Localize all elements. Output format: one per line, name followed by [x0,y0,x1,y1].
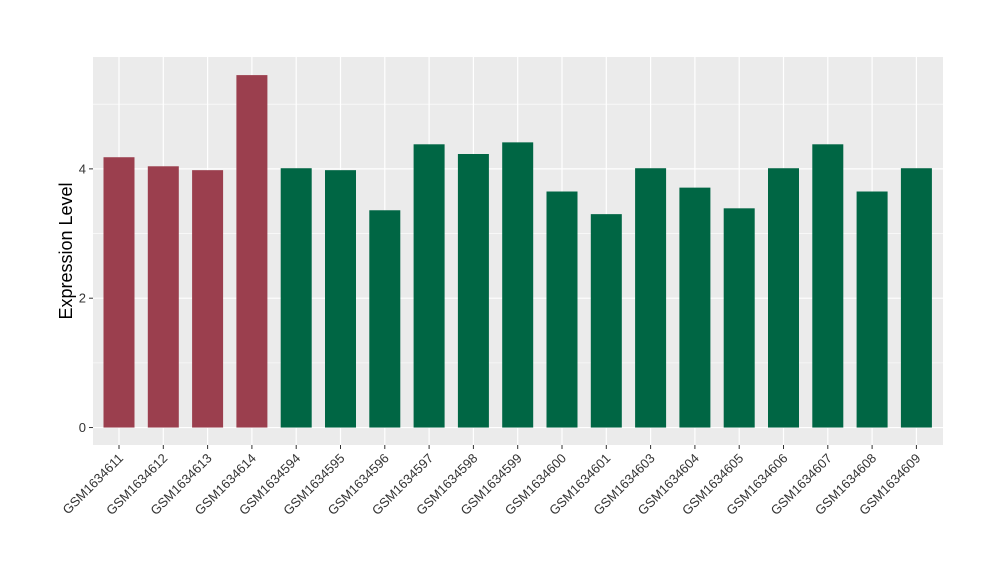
y-axis-title: Expression Level [56,182,76,319]
bar-GSM1634603 [635,168,667,428]
bars [103,75,932,428]
y-axis: 0 2 4 [79,161,93,435]
y-tick-label: 2 [79,291,86,306]
bar-GSM1634612 [147,166,179,428]
bar-GSM1634613 [192,170,224,428]
bar-GSM1634604 [679,187,711,428]
bar-GSM1634601 [590,214,622,428]
bar-GSM1634605 [723,208,755,428]
bar-GSM1634614 [236,75,268,428]
bar-GSM1634598 [457,154,489,428]
y-tick-label: 4 [79,161,86,176]
bar-GSM1634607 [812,144,844,428]
bar-GSM1634596 [369,210,401,428]
bar-GSM1634599 [502,142,534,428]
y-tick-label: 0 [79,420,86,435]
x-axis: GSM1634611GSM1634612GSM1634613GSM1634614… [59,445,924,518]
bar-GSM1634608 [856,191,888,428]
bar-GSM1634595 [325,170,356,428]
bar-GSM1634594 [280,168,312,428]
bar-GSM1634611 [103,157,135,428]
bar-GSM1634606 [768,168,799,428]
bar-GSM1634609 [900,168,932,428]
bar-GSM1634597 [413,144,445,428]
bar-GSM1634600 [546,191,578,428]
